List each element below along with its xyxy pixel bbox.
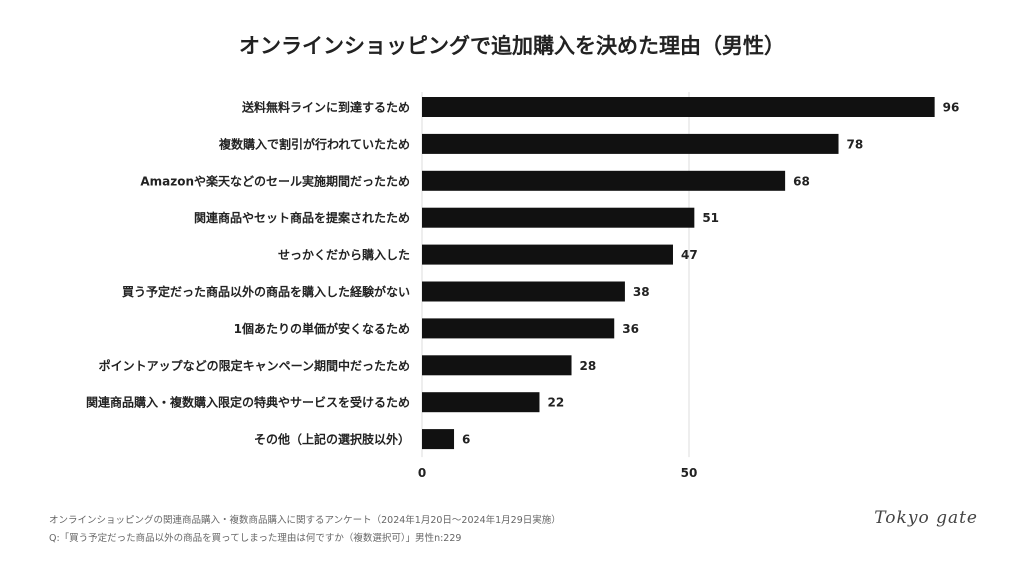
category-label: 買う予定だった商品以外の商品を購入した経験がない <box>122 284 410 299</box>
category-label: Amazonや楽天などのセール実施期間だったため <box>140 173 410 188</box>
category-label: 関連商品購入・複数購入限定の特典やサービスを受けるため <box>86 395 410 410</box>
category-label: 1個あたりの単価が安くなるため <box>234 321 410 336</box>
survey-source-note: オンラインショッピングの関連商品購入・複数商品購入に関するアンケート（2024年… <box>49 515 561 526</box>
category-label: せっかくだから購入した <box>278 247 410 262</box>
data-label: 68 <box>793 174 810 188</box>
category-label: 関連商品やセット商品を提案されたため <box>194 210 410 225</box>
bar <box>422 355 572 376</box>
category-label: ポイントアップなどの限定キャンペーン期間中だったため <box>99 358 410 373</box>
category-label: その他（上記の選択肢以外） <box>254 432 410 447</box>
x-tick-label: 50 <box>681 466 698 480</box>
bar <box>422 207 695 228</box>
data-label: 47 <box>681 248 698 262</box>
category-label: 送料無料ラインに到達するため <box>241 100 410 115</box>
tokyo-gate-logo: Tokyo gate <box>874 508 978 528</box>
category-label: 複数購入で割引が行われていたため <box>218 136 410 151</box>
data-label: 22 <box>547 396 564 410</box>
bar <box>422 281 625 302</box>
bar <box>422 170 786 191</box>
data-label: 38 <box>633 285 650 299</box>
bar <box>422 97 935 117</box>
bar <box>422 133 839 154</box>
data-label: 28 <box>580 359 597 373</box>
chart-title: オンラインショッピングで追加購入を決めた理由（男性） <box>239 34 785 58</box>
bar <box>422 429 455 450</box>
bar <box>422 318 615 339</box>
data-label: 6 <box>462 433 470 447</box>
x-tick-label: 0 <box>418 466 426 480</box>
survey-question-note: Q:「買う予定だった商品以外の商品を買ってしまった理由は何ですか（複数選択可）」… <box>49 533 462 544</box>
bar <box>422 392 540 413</box>
bar <box>422 244 673 265</box>
data-label: 96 <box>943 101 960 115</box>
data-label: 78 <box>847 137 864 151</box>
data-label: 36 <box>622 322 639 336</box>
data-label: 51 <box>702 211 719 225</box>
